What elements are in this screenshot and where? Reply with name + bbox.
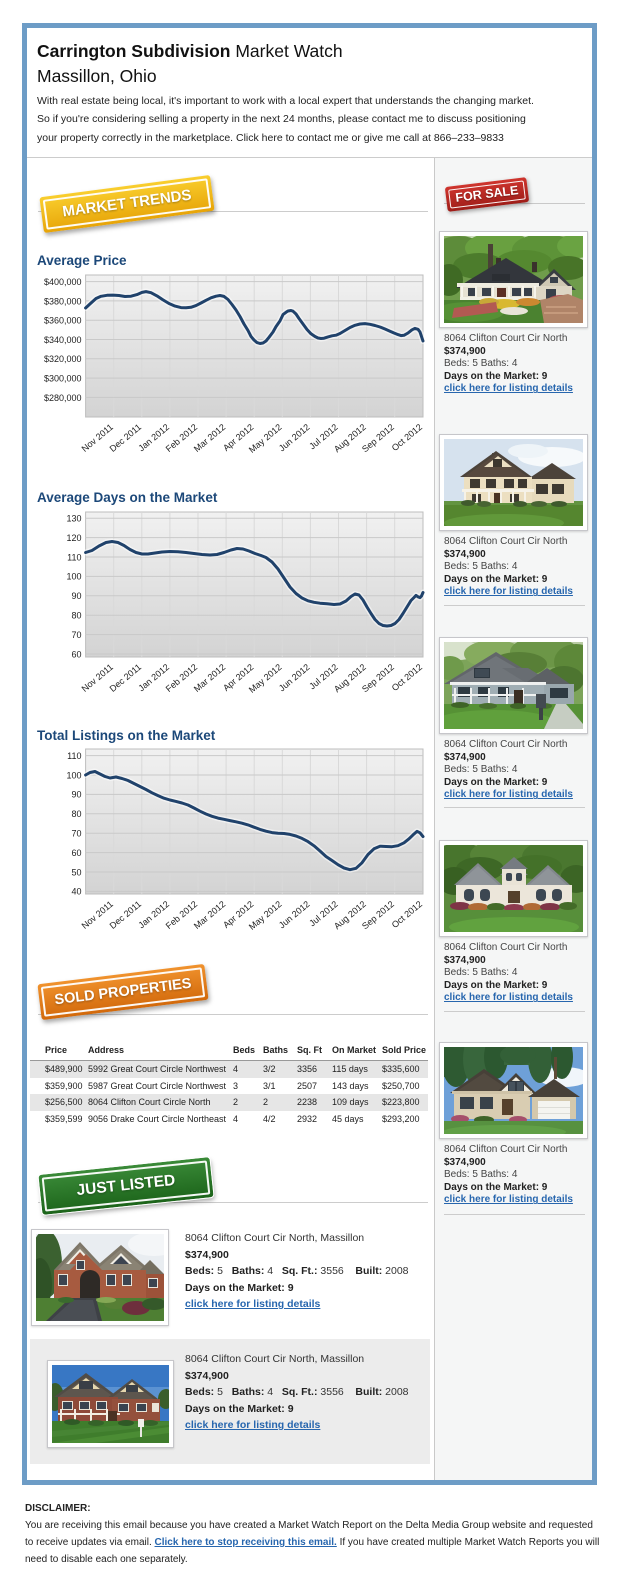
svg-text:$280,000: $280,000 [44,393,82,403]
svg-text:100: 100 [66,572,81,582]
svg-text:Dec 2011: Dec 2011 [108,422,143,454]
svg-text:40: 40 [71,887,81,897]
svg-text:Oct 2012: Oct 2012 [390,899,424,930]
svg-text:Dec 2011: Dec 2011 [108,662,143,694]
svg-text:80: 80 [71,611,81,621]
svg-text:90: 90 [71,790,81,800]
svg-text:70: 70 [71,829,81,839]
svg-text:Mar 2012: Mar 2012 [192,899,228,931]
svg-text:100: 100 [66,770,81,780]
svg-text:Jun 2012: Jun 2012 [277,899,312,930]
svg-text:70: 70 [71,630,81,640]
svg-text:60: 60 [71,649,81,659]
svg-text:$340,000: $340,000 [44,335,82,345]
svg-text:Jun 2012: Jun 2012 [277,662,312,693]
svg-text:60: 60 [71,848,81,858]
svg-text:120: 120 [66,533,81,543]
svg-text:$380,000: $380,000 [44,296,82,306]
svg-text:50: 50 [71,867,81,877]
svg-text:$300,000: $300,000 [44,374,82,384]
svg-text:80: 80 [71,809,81,819]
svg-text:130: 130 [66,514,81,524]
svg-text:Oct 2012: Oct 2012 [390,422,424,453]
svg-text:$320,000: $320,000 [44,354,82,364]
svg-text:110: 110 [67,552,81,562]
svg-text:Dec 2011: Dec 2011 [108,899,143,931]
svg-text:$360,000: $360,000 [44,316,82,326]
svg-text:Jun 2012: Jun 2012 [277,422,312,453]
svg-text:Oct 2012: Oct 2012 [390,662,424,693]
svg-text:Mar 2012: Mar 2012 [192,422,228,454]
svg-text:$400,000: $400,000 [44,277,82,287]
svg-text:90: 90 [71,591,81,601]
svg-text:Mar 2012: Mar 2012 [192,662,228,694]
svg-text:110: 110 [67,751,81,761]
